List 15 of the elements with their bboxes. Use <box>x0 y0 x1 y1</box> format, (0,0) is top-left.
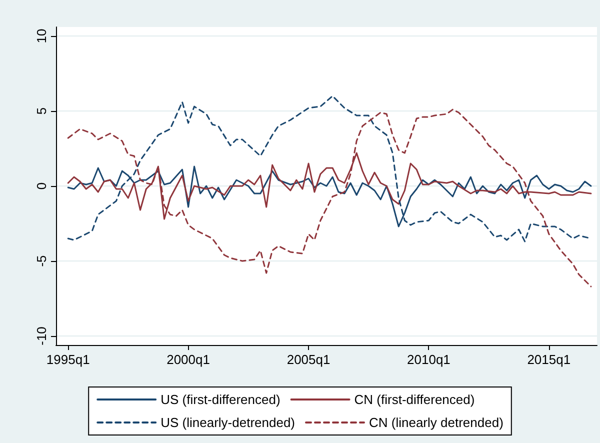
legend-label: US (first-differenced) <box>160 392 280 407</box>
x-tick-label: 2000q1 <box>166 352 210 367</box>
legend-label: US (linearly-detrended) <box>160 415 296 430</box>
x-tick-label: 2015q1 <box>527 352 571 367</box>
y-tick-label: -5 <box>34 255 49 267</box>
x-tick-label: 2010q1 <box>407 352 450 367</box>
y-tick-label: -10 <box>34 326 49 346</box>
legend-label: CN (first-differenced) <box>354 392 475 407</box>
x-tick-label: 1995q1 <box>46 352 90 367</box>
y-tick-label: 5 <box>34 107 49 115</box>
y-tick-label: 0 <box>34 182 49 190</box>
y-tick-label: 10 <box>34 28 49 44</box>
legend-label: CN (linearly detrended) <box>369 415 504 430</box>
line-series <box>67 108 592 288</box>
x-tick-label: 2005q1 <box>286 352 330 367</box>
